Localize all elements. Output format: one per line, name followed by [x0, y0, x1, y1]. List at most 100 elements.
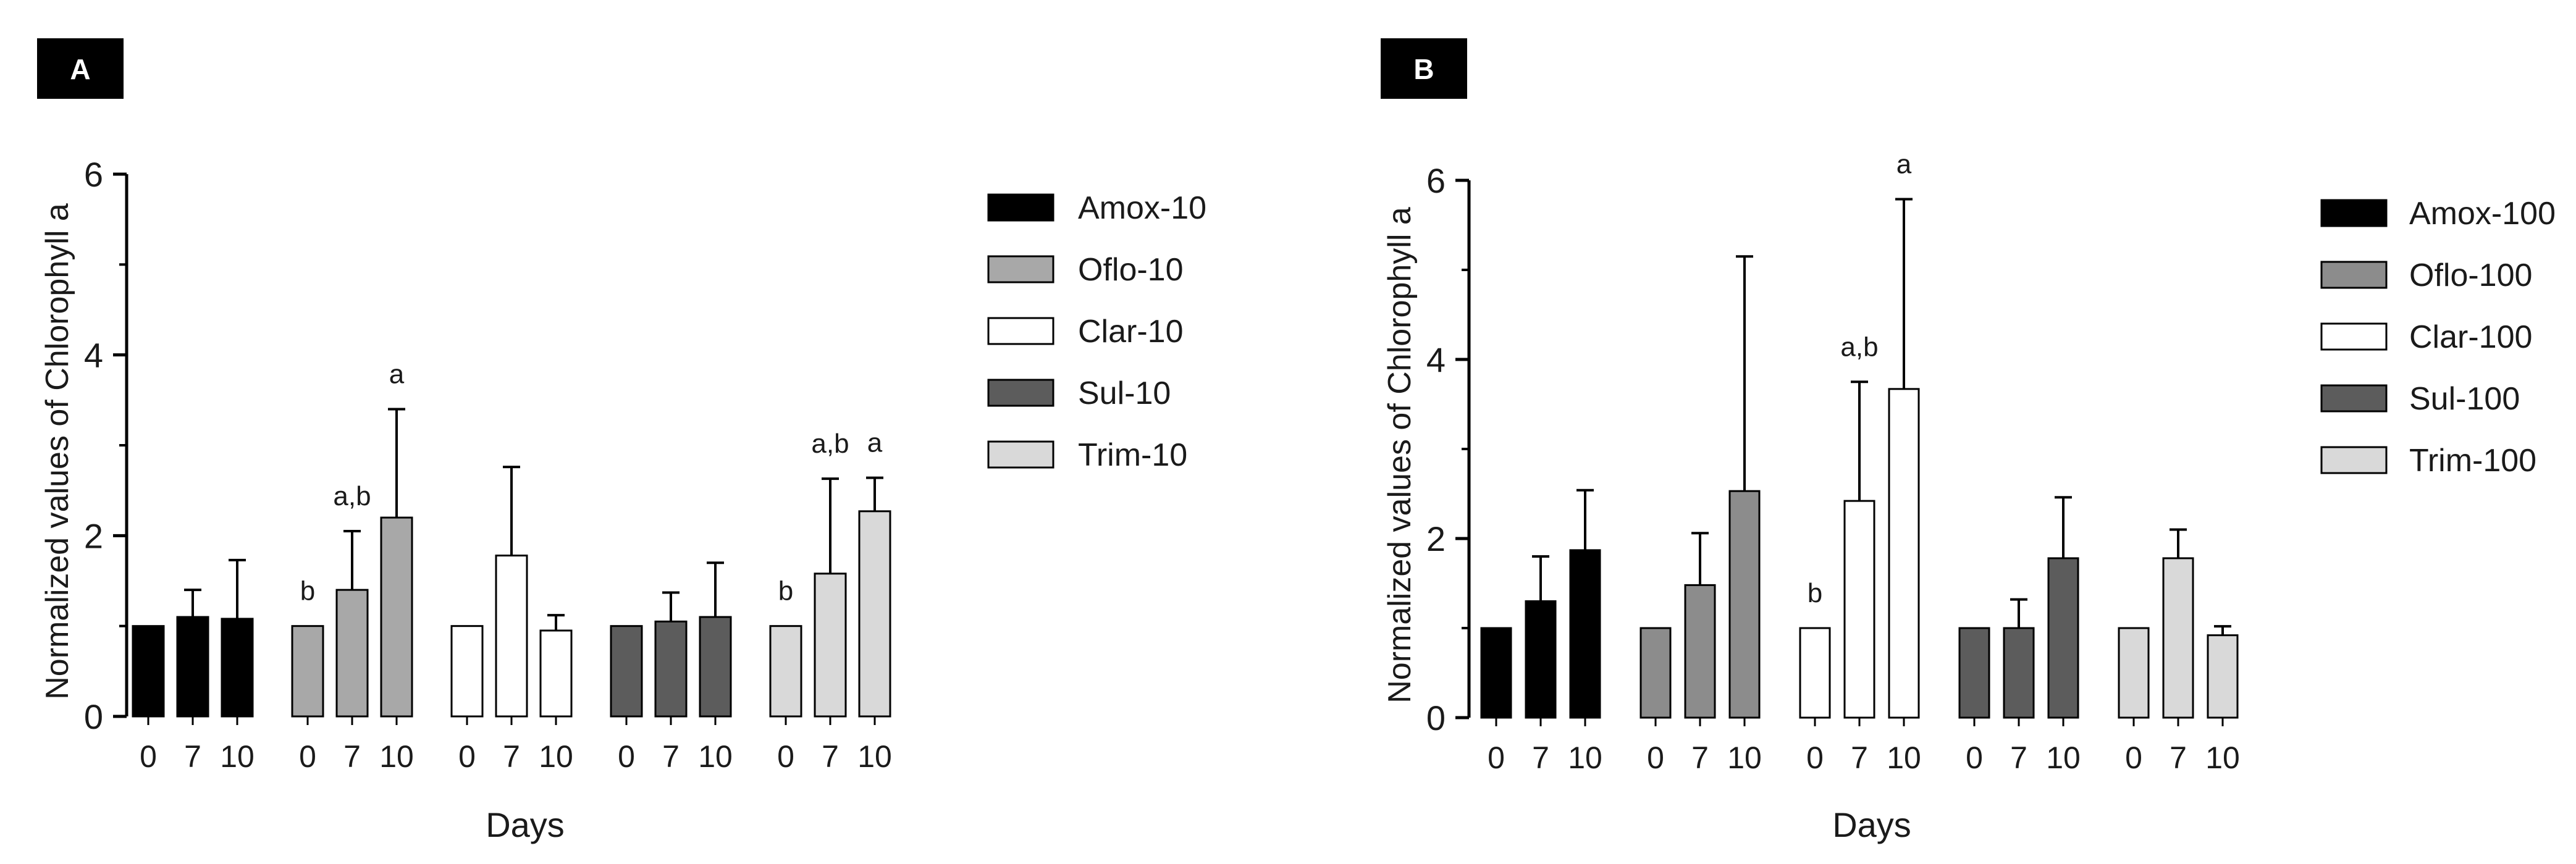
- legend-swatch: [2320, 261, 2388, 289]
- legend-swatch: [2320, 322, 2388, 351]
- y-tick-label: 0: [1426, 698, 1446, 737]
- bar: [1958, 627, 1990, 719]
- legend-label: Amox-10: [1078, 190, 1206, 226]
- bar: [2162, 557, 2194, 719]
- x-day-label: 7: [822, 739, 839, 774]
- x-day-label: 0: [1647, 740, 1664, 775]
- bar: [335, 589, 369, 718]
- x-day-label: 0: [1488, 740, 1505, 775]
- legend-swatch: [987, 317, 1054, 345]
- significance-label: a: [389, 359, 405, 389]
- x-day-label: 10: [2046, 740, 2081, 775]
- bar: [221, 618, 254, 718]
- bar: [1728, 490, 1761, 719]
- x-day-label: 7: [1532, 740, 1549, 775]
- bar: [1684, 584, 1716, 719]
- legend-swatch: [987, 379, 1054, 407]
- significance-label: a,b: [333, 481, 371, 511]
- bar: [1799, 627, 1831, 719]
- legend-label: Oflo-100: [2409, 258, 2532, 293]
- legend: Amox-10 Oflo-10 Clar-10 Sul-10 Trim-10: [987, 190, 1206, 473]
- y-tick-label: 0: [84, 697, 103, 736]
- panel-label-box: [37, 38, 124, 99]
- bar: [2003, 627, 2035, 719]
- panel-label: B: [1413, 53, 1434, 85]
- bar: [380, 516, 413, 718]
- significance-label: b: [1808, 578, 1822, 608]
- x-day-label: 7: [343, 739, 361, 774]
- x-day-label: 10: [539, 739, 573, 774]
- x-day-label: 10: [698, 739, 733, 774]
- legend-label: Trim-100: [2409, 443, 2536, 479]
- x-axis-title: Days: [486, 805, 565, 844]
- bar: [450, 625, 484, 718]
- x-day-label: 7: [503, 739, 520, 774]
- bar: [495, 555, 528, 718]
- legend-swatch: [987, 440, 1054, 469]
- x-axis-title: Days: [1832, 805, 1911, 844]
- bar: [1639, 627, 1672, 719]
- legend-swatch: [2320, 446, 2388, 474]
- x-day-label: 10: [220, 739, 255, 774]
- significance-label: b: [300, 576, 315, 606]
- bar: [1480, 627, 1512, 719]
- bar: [769, 625, 802, 718]
- legend-swatch: [987, 255, 1054, 283]
- x-day-label: 7: [2010, 740, 2027, 775]
- bar: [610, 625, 643, 718]
- y-axis-title: Normalized values of Chlorophyll a: [1382, 207, 1418, 703]
- significance-label: a: [1896, 149, 1912, 179]
- legend-swatch: [2320, 199, 2388, 227]
- bar: [2118, 627, 2150, 719]
- x-day-label: 7: [662, 739, 680, 774]
- x-day-label: 7: [2170, 740, 2187, 775]
- bar: [1888, 388, 1920, 719]
- legend-swatch: [2320, 384, 2388, 413]
- significance-label: b: [778, 576, 793, 606]
- x-day-label: 10: [1887, 740, 1921, 775]
- significance-label: a,b: [1840, 332, 1878, 362]
- legend-label: Clar-100: [2409, 319, 2532, 355]
- y-tick-label: 4: [1426, 340, 1446, 379]
- bar: [2207, 634, 2239, 719]
- legend-label: Trim-10: [1078, 437, 1187, 473]
- bar: [654, 620, 688, 718]
- bar: [1569, 549, 1601, 719]
- bar: [699, 616, 732, 718]
- legend-label: Sul-10: [1078, 375, 1171, 411]
- legend-label: Oflo-10: [1078, 252, 1184, 288]
- bar: [176, 616, 209, 718]
- x-day-label: 0: [458, 739, 476, 774]
- significance-label: a: [867, 428, 883, 458]
- x-day-label: 0: [140, 739, 157, 774]
- bar: [814, 573, 847, 718]
- significance-label: a,b: [811, 429, 849, 459]
- bar: [539, 629, 573, 718]
- bar: [132, 625, 165, 718]
- x-day-label: 10: [2205, 740, 2240, 775]
- y-tick-label: 6: [1426, 161, 1446, 200]
- panel-label-box: [1381, 38, 1467, 99]
- x-day-label: 0: [2125, 740, 2142, 775]
- x-day-label: 0: [1806, 740, 1824, 775]
- bar: [2047, 557, 2079, 719]
- legend-label: Clar-10: [1078, 314, 1184, 350]
- x-day-label: 10: [857, 739, 892, 774]
- y-axis-title: Normalized values of Chlorophyll a: [40, 203, 75, 700]
- x-day-label: 0: [777, 739, 794, 774]
- x-day-label: 10: [1568, 740, 1602, 775]
- x-day-label: 0: [1966, 740, 1983, 775]
- x-day-label: 10: [1727, 740, 1762, 775]
- legend-swatch: [987, 193, 1054, 222]
- x-day-label: 7: [1851, 740, 1868, 775]
- y-tick-label: 2: [84, 516, 103, 555]
- y-tick-label: 2: [1426, 519, 1446, 558]
- panel-label: A: [70, 53, 90, 85]
- legend: Amox-100 Oflo-100 Clar-100 Sul-100 Trim-100: [2320, 196, 2556, 479]
- legend-label: Amox-100: [2409, 196, 2556, 232]
- y-tick-label: 6: [84, 155, 103, 194]
- chart-panel-a: A 0 2 4 6 Normalized values of Chlorophyll a 0…: [37, 38, 1206, 844]
- x-day-label: 0: [618, 739, 635, 774]
